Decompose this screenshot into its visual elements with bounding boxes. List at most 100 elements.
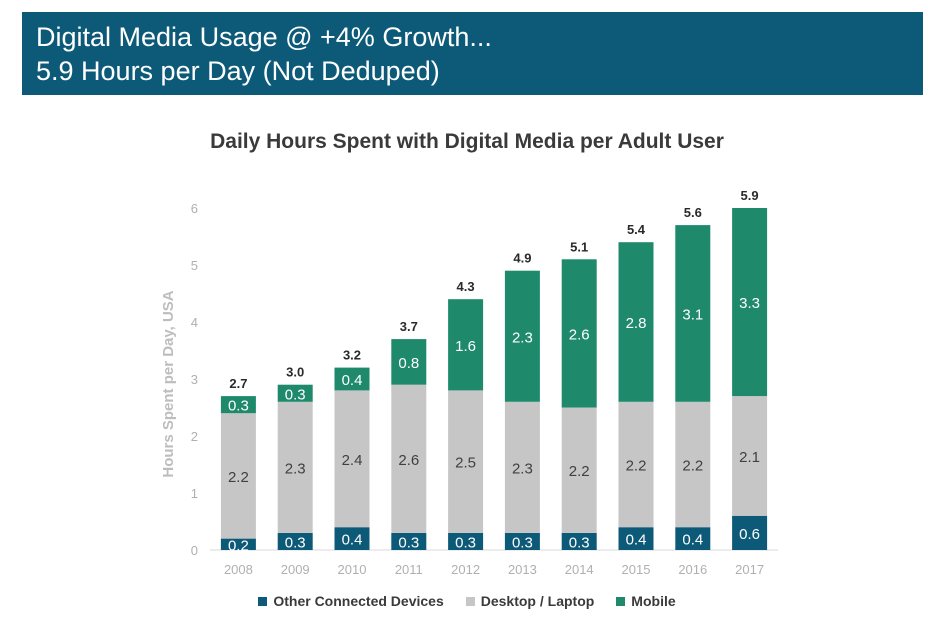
bar-segment-other-connected-devices xyxy=(618,527,654,550)
y-tick-label: 5 xyxy=(191,258,198,273)
x-tick-label: 2015 xyxy=(622,562,651,577)
y-tick-label: 4 xyxy=(191,315,198,330)
bar-value-label: 0.6 xyxy=(739,526,760,543)
legend-item: Mobile xyxy=(616,593,676,609)
bar-value-label: 2.2 xyxy=(682,458,703,475)
bar-segment-mobile xyxy=(448,299,484,391)
bar-segment-other-connected-devices xyxy=(448,532,484,550)
legend-item: Other Connected Devices xyxy=(258,593,444,609)
bar-segment-desktop-laptop xyxy=(220,413,256,539)
bar-value-label: 0.4 xyxy=(342,372,363,389)
legend-swatch xyxy=(258,596,268,606)
legend-label: Mobile xyxy=(631,593,676,609)
bar-value-label: 0.3 xyxy=(285,534,306,551)
bar-segment-desktop-laptop xyxy=(561,407,597,533)
bar-value-label: 2.1 xyxy=(739,449,760,466)
bar-value-label: 2.3 xyxy=(512,329,533,346)
bar-value-label: 3.3 xyxy=(739,295,760,312)
bar-value-label: 2.3 xyxy=(285,460,306,477)
bar-value-label: 0.2 xyxy=(228,537,249,554)
x-tick-label: 2010 xyxy=(338,562,367,577)
bar-segment-mobile xyxy=(732,208,768,397)
bar-segment-desktop-laptop xyxy=(732,396,768,516)
bar-value-label: 2.8 xyxy=(626,315,647,332)
chart-legend: Other Connected Devices Desktop / Laptop M… xyxy=(0,593,934,609)
x-tick-label: 2017 xyxy=(735,562,764,577)
bar-total-label: 5.1 xyxy=(570,239,588,254)
bar-segment-other-connected-devices xyxy=(334,527,370,550)
legend-swatch xyxy=(465,596,475,606)
x-tick-label: 2014 xyxy=(565,562,594,577)
bar-total-label: 5.4 xyxy=(627,222,646,237)
bar-value-label: 0.3 xyxy=(569,534,590,551)
bar-segment-desktop-laptop xyxy=(675,401,711,528)
y-tick-label: 6 xyxy=(191,201,198,216)
bar-value-label: 0.3 xyxy=(398,534,419,551)
bar-value-label: 1.6 xyxy=(455,338,476,355)
x-tick-label: 2009 xyxy=(281,562,310,577)
y-axis-label: Hours Spent per Day, USA xyxy=(160,290,177,477)
bar-segment-desktop-laptop xyxy=(277,401,313,533)
bar-segment-other-connected-devices xyxy=(504,532,540,550)
bar-segment-mobile xyxy=(277,384,313,402)
bar-value-label: 2.2 xyxy=(626,458,647,475)
header-title-line-1: Digital Media Usage @ +4% Growth... xyxy=(36,22,492,52)
bar-value-label: 0.3 xyxy=(512,534,533,551)
bar-value-label: 2.3 xyxy=(512,460,533,477)
bar-value-label: 0.4 xyxy=(626,532,647,549)
bar-segment-other-connected-devices xyxy=(277,532,313,550)
y-tick-label: 1 xyxy=(191,486,198,501)
header-title-line-2: 5.9 Hours per Day (Not Deduped) xyxy=(36,56,440,86)
bar-segment-mobile xyxy=(220,396,256,414)
bar-value-label: 0.4 xyxy=(682,532,703,549)
bar-value-label: 0.3 xyxy=(455,534,476,551)
x-tick-label: 2012 xyxy=(451,562,480,577)
x-tick-label: 2008 xyxy=(224,562,253,577)
chart-title: Daily Hours Spent with Digital Media per… xyxy=(210,130,724,153)
bar-segment-mobile xyxy=(504,270,540,402)
bar-segment-other-connected-devices xyxy=(220,538,256,550)
bar-total-label: 3.7 xyxy=(400,319,418,334)
bar-total-label: 2.7 xyxy=(229,376,247,391)
bar-segment-other-connected-devices xyxy=(561,532,597,550)
bar-segment-desktop-laptop xyxy=(391,384,427,533)
bar-segment-desktop-laptop xyxy=(334,390,370,528)
bar-value-label: 2.2 xyxy=(569,463,590,480)
x-tick-label: 2011 xyxy=(395,562,423,577)
bar-segment-desktop-laptop xyxy=(618,401,654,528)
bar-segment-other-connected-devices xyxy=(732,515,768,550)
bar-value-label: 0.3 xyxy=(285,386,306,403)
bar-value-label: 2.4 xyxy=(342,452,363,469)
bar-segment-desktop-laptop xyxy=(448,390,484,533)
bar-value-label: 0.3 xyxy=(228,398,249,415)
bar-value-label: 0.8 xyxy=(398,355,419,372)
bar-segment-other-connected-devices xyxy=(391,532,427,550)
bar-segment-other-connected-devices xyxy=(675,527,711,550)
bar-segment-mobile xyxy=(391,339,427,385)
bar-total-label: 3.2 xyxy=(343,348,361,363)
legend-label: Desktop / Laptop xyxy=(480,593,595,609)
bar-segment-mobile xyxy=(334,367,370,391)
x-tick-label: 2016 xyxy=(678,562,707,577)
bar-total-label: 3.0 xyxy=(286,365,304,380)
bar-value-label: 0.4 xyxy=(342,532,363,549)
y-tick-label: 2 xyxy=(191,429,198,444)
bar-value-label: 2.6 xyxy=(398,452,419,469)
bar-total-label: 5.6 xyxy=(684,205,702,220)
legend-label: Other Connected Devices xyxy=(273,593,444,609)
bar-segment-desktop-laptop xyxy=(504,401,540,533)
bar-value-label: 2.2 xyxy=(228,469,249,486)
header-banner: Digital Media Usage @ +4% Growth... 5.9 … xyxy=(22,12,923,95)
bar-total-label: 4.9 xyxy=(513,251,531,266)
bar-segment-mobile xyxy=(618,242,654,402)
bar-value-label: 2.5 xyxy=(455,455,476,472)
bar-value-label: 2.6 xyxy=(569,326,590,343)
legend-swatch xyxy=(616,596,626,606)
bar-segment-mobile xyxy=(675,225,711,402)
y-tick-label: 0 xyxy=(191,543,198,558)
bar-value-label: 3.1 xyxy=(682,306,703,323)
legend-item: Desktop / Laptop xyxy=(465,593,595,609)
x-tick-label: 2013 xyxy=(508,562,537,577)
bar-segment-mobile xyxy=(561,259,597,408)
